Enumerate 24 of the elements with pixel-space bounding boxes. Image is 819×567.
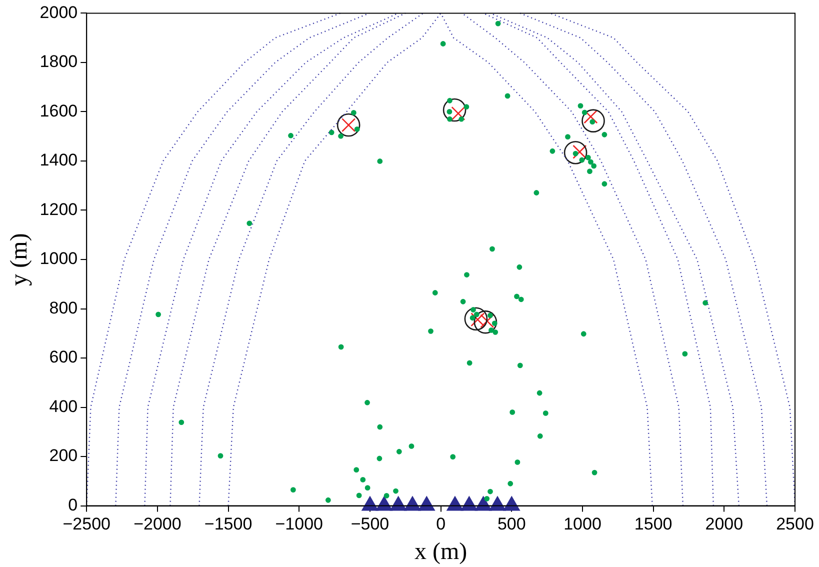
y-tick-label: 800 [49, 298, 78, 318]
x-tick-label: 2000 [705, 514, 744, 534]
x-tick-label: 1000 [564, 514, 602, 534]
x-tick-label: 500 [497, 514, 526, 534]
y-tick-label: 600 [49, 348, 78, 367]
y-tick-label: 1200 [40, 200, 78, 219]
y-tick-label: 1800 [40, 52, 78, 72]
x-tick-label: −2000 [134, 514, 182, 534]
y-tick-label: 200 [49, 446, 78, 466]
y-tick-label: 1000 [40, 249, 78, 268]
x-tick-label: −1000 [275, 514, 324, 534]
y-tick-label: 0 [68, 495, 78, 514]
y-tick-label: 1400 [40, 150, 78, 170]
x-tick-label: −2500 [62, 514, 110, 534]
x-tick-label: −1500 [204, 514, 252, 534]
y-tick-label: 2000 [40, 2, 78, 22]
y-tick-label: 1600 [40, 101, 78, 120]
x-tick-label: 0 [436, 514, 446, 534]
y-axis-title: y (m) [6, 233, 33, 286]
y-tick-label: 400 [49, 396, 78, 416]
x-tick-label: −500 [350, 514, 390, 534]
x-tick-label: 1500 [634, 514, 672, 534]
x-tick-label: 2500 [776, 514, 814, 534]
x-axis-title: x (m) [414, 538, 468, 565]
